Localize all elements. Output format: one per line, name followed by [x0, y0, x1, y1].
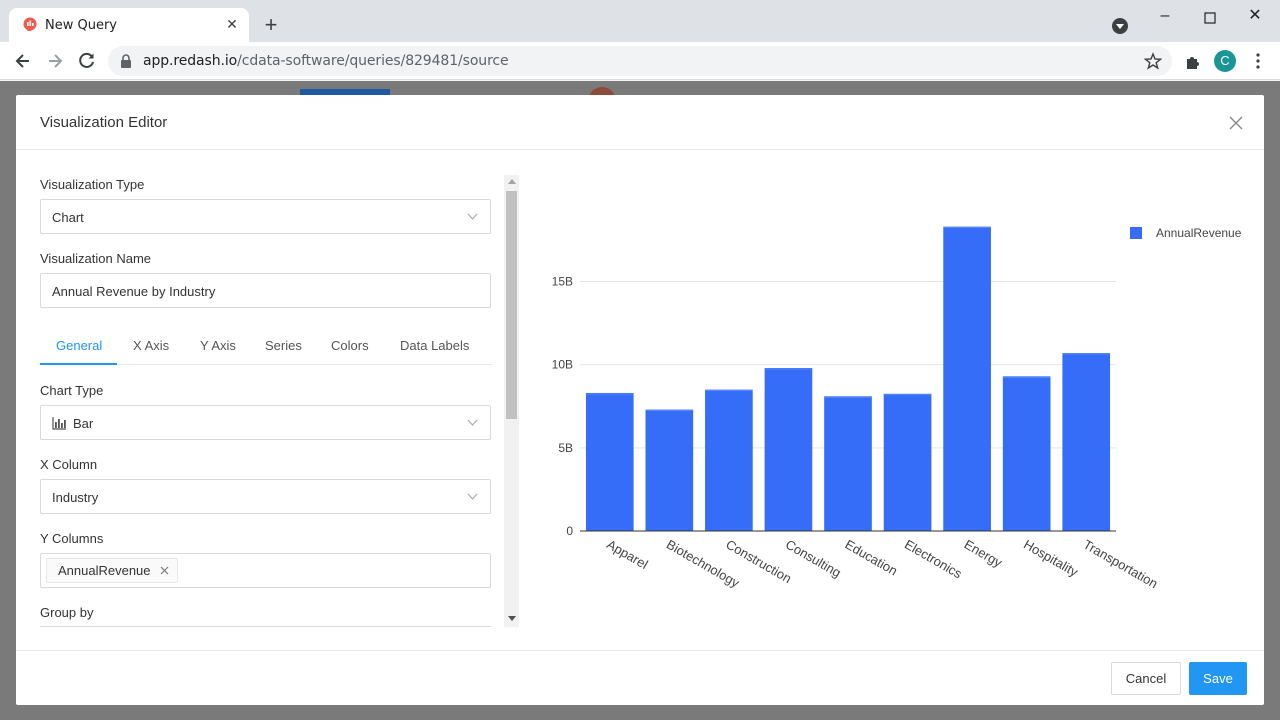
bar [705, 389, 753, 531]
bar [645, 409, 694, 531]
editor-tabs: General X Axis Y Axis Series Colors Data… [40, 335, 492, 365]
tag-remove-icon[interactable] [160, 566, 169, 575]
browser-tab[interactable]: New Query ✕ [9, 8, 249, 42]
tab-y-axis[interactable]: Y Axis [200, 338, 236, 353]
url-path: /cdata-software/queries/829481/source [237, 53, 509, 69]
y-tick-label: 15B [552, 275, 573, 289]
legend-label: AnnualRevenue [1156, 226, 1242, 240]
browser-toolbar: app.redash.io/cdata-software/queries/829… [0, 42, 1280, 80]
visualization-name-label: Visualization Name [40, 251, 152, 266]
back-arrow-icon[interactable] [13, 51, 33, 71]
modal-header: Visualization Editor [16, 95, 1264, 150]
y-columns-label: Y Columns [40, 531, 104, 546]
modal-title: Visualization Editor [40, 114, 168, 131]
group-by-label: Group by [40, 605, 94, 620]
visualization-editor-modal: Visualization Editor Visualization Type … [16, 95, 1264, 705]
x-column-select[interactable]: Industry [40, 479, 491, 514]
tab-general[interactable]: General [56, 338, 103, 353]
x-tick-label: Electronics [902, 537, 965, 582]
y-tick-label: 10B [552, 358, 573, 372]
minimize-icon[interactable]: – [1160, 7, 1170, 24]
visualization-type-label: Visualization Type [40, 177, 145, 192]
visualization-type-value: Chart [52, 210, 84, 225]
kebab-menu-icon[interactable] [1250, 52, 1266, 70]
modal-close-icon[interactable] [1228, 115, 1244, 131]
chevron-down-icon [467, 213, 478, 220]
save-button[interactable]: Save [1189, 662, 1247, 695]
url-text: app.redash.io/cdata-software/queries/829… [143, 53, 509, 69]
editor-settings-panel: Visualization Type Chart Visualization N… [40, 175, 492, 627]
tab-series[interactable]: Series [265, 338, 302, 353]
visualization-type-select[interactable]: Chart [40, 199, 491, 234]
cancel-button[interactable]: Cancel [1111, 662, 1181, 695]
tab-close-icon[interactable]: ✕ [226, 16, 238, 32]
bar [943, 226, 991, 532]
extensions-puzzle-icon[interactable] [1184, 53, 1202, 71]
modal-footer: Cancel Save [16, 650, 1264, 705]
bar [585, 392, 634, 531]
bar [764, 368, 813, 531]
page-backdrop-bottom [0, 705, 1280, 720]
bar [883, 393, 932, 531]
tab-data-labels[interactable]: Data Labels [400, 338, 470, 353]
bar-chart-icon [52, 417, 66, 430]
group-by-select-edge[interactable] [40, 626, 491, 627]
legend-swatch [1130, 227, 1142, 239]
y-column-tag-label: AnnualRevenue [58, 563, 151, 578]
bar [1002, 376, 1051, 531]
scroll-down-arrow-icon[interactable] [508, 616, 516, 621]
bar [1062, 353, 1111, 531]
tab-search-icon[interactable] [1112, 18, 1128, 34]
chart-type-select[interactable]: Bar [40, 405, 491, 440]
scroll-thumb[interactable] [506, 191, 517, 419]
x-tick-label: Education [843, 537, 901, 579]
y-tick-label: 0 [566, 524, 573, 538]
bookmark-star-icon[interactable] [1144, 52, 1162, 70]
redash-favicon-icon [23, 17, 37, 31]
chevron-down-icon [467, 419, 478, 426]
reload-icon[interactable] [77, 51, 97, 71]
chart-type-label: Chart Type [40, 383, 104, 398]
scroll-up-arrow-icon[interactable] [508, 179, 516, 184]
x-column-label: X Column [40, 457, 98, 472]
active-tab-indicator [40, 363, 117, 365]
x-tick-label: Transportation [1081, 537, 1161, 592]
address-bar[interactable]: app.redash.io/cdata-software/queries/829… [108, 46, 1172, 76]
window-close-icon[interactable]: ✕ [1248, 7, 1262, 24]
backdrop-button [300, 89, 390, 95]
x-tick-label: Hospitality [1021, 537, 1081, 580]
tab-colors[interactable]: Colors [331, 338, 369, 353]
new-tab-icon[interactable]: + [264, 12, 278, 37]
chart-type-value: Bar [73, 416, 94, 431]
tab-x-axis[interactable]: X Axis [133, 338, 170, 353]
y-tick-label: 5B [558, 441, 573, 455]
y-column-tag[interactable]: AnnualRevenue [46, 558, 178, 583]
visualization-name-input[interactable]: Annual Revenue by Industry [40, 273, 491, 308]
x-tick-label: Apparel [604, 537, 650, 572]
x-tick-label: Energy [962, 537, 1006, 571]
forward-arrow-icon[interactable] [45, 51, 65, 71]
maximize-icon[interactable] [1200, 8, 1220, 28]
y-columns-select[interactable]: AnnualRevenue [40, 553, 491, 588]
x-column-value: Industry [52, 490, 99, 505]
profile-avatar[interactable]: C [1214, 50, 1236, 72]
chevron-down-icon [467, 493, 478, 500]
browser-tabstrip: New Query ✕ + – ✕ [0, 0, 1280, 42]
settings-scrollbar[interactable] [504, 175, 519, 627]
bar [824, 396, 872, 531]
url-host: app.redash.io [143, 53, 238, 69]
visualization-name-value: Annual Revenue by Industry [52, 284, 216, 299]
browser-tab-title: New Query [45, 18, 117, 33]
lock-icon[interactable] [120, 54, 132, 68]
